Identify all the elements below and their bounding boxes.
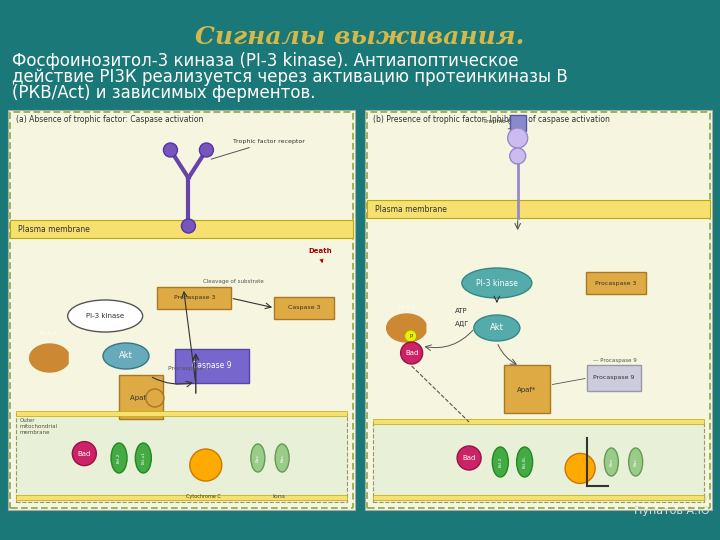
FancyBboxPatch shape bbox=[510, 115, 526, 131]
Text: Bad: Bad bbox=[405, 350, 418, 356]
Text: Lodish at al., Molecular Cell Biology: Lodish at al., Molecular Cell Biology bbox=[512, 492, 710, 502]
Bar bbox=[10, 220, 353, 238]
Text: Пупатов А.Ю: Пупатов А.Ю bbox=[634, 506, 710, 516]
Text: PI-3 kinase: PI-3 kinase bbox=[476, 279, 518, 287]
Text: Bad: Bad bbox=[78, 450, 91, 457]
Circle shape bbox=[72, 442, 96, 465]
Circle shape bbox=[508, 128, 528, 148]
Text: Caspase 9: Caspase 9 bbox=[192, 361, 232, 370]
Text: Фосфоинозитол-3 киназа (PI-3 kinase). Антиапоптическое: Фосфоинозитол-3 киназа (PI-3 kinase). Ан… bbox=[12, 52, 518, 70]
Text: — Procaspase 9: — Procaspase 9 bbox=[593, 358, 636, 363]
Ellipse shape bbox=[629, 448, 643, 476]
Polygon shape bbox=[30, 344, 68, 372]
Ellipse shape bbox=[517, 447, 533, 477]
Text: Ions: Ions bbox=[272, 494, 285, 499]
Text: Bax: Bax bbox=[280, 454, 284, 462]
FancyBboxPatch shape bbox=[158, 287, 231, 309]
Bar bbox=[373, 419, 704, 424]
Text: Cytochrome C: Cytochrome C bbox=[186, 494, 221, 499]
Text: Death: Death bbox=[308, 248, 332, 262]
Ellipse shape bbox=[474, 315, 520, 341]
Text: Apaf 1: Apaf 1 bbox=[130, 395, 152, 401]
Bar bbox=[16, 411, 347, 416]
Bar bbox=[16, 414, 347, 502]
Text: Trophic factor: Trophic factor bbox=[482, 119, 526, 124]
Text: Procaspase 3: Procaspase 3 bbox=[595, 280, 636, 286]
Ellipse shape bbox=[135, 443, 151, 473]
Text: (РКВ/Act) и зависимых ферментов.: (РКВ/Act) и зависимых ферментов. bbox=[12, 84, 315, 102]
Text: Cleavage of substrate: Cleavage of substrate bbox=[203, 279, 264, 284]
Bar bbox=[8, 110, 355, 510]
Ellipse shape bbox=[604, 448, 618, 476]
Text: Bcl-2: Bcl-2 bbox=[498, 457, 503, 467]
Text: Plasma membrane: Plasma membrane bbox=[18, 225, 90, 233]
FancyBboxPatch shape bbox=[175, 349, 249, 383]
Text: 14-3-3: 14-3-3 bbox=[397, 305, 415, 310]
Text: (a) Absence of trophic factor: Caspase activation: (a) Absence of trophic factor: Caspase a… bbox=[16, 115, 203, 124]
Text: Bcl-2: Bcl-2 bbox=[117, 453, 121, 463]
Text: Akt: Akt bbox=[119, 352, 133, 361]
Text: Bcl-XL: Bcl-XL bbox=[523, 456, 526, 468]
FancyBboxPatch shape bbox=[587, 365, 641, 391]
Circle shape bbox=[190, 449, 222, 481]
Circle shape bbox=[457, 446, 481, 470]
Text: Plasma membrane: Plasma membrane bbox=[375, 205, 447, 213]
Circle shape bbox=[199, 143, 213, 157]
Text: (b) Presence of trophic factor: Inhibition of caspase activation: (b) Presence of trophic factor: Inhibiti… bbox=[373, 115, 610, 124]
Ellipse shape bbox=[275, 444, 289, 472]
Text: Akt: Akt bbox=[490, 323, 504, 333]
FancyBboxPatch shape bbox=[119, 375, 163, 419]
Circle shape bbox=[181, 219, 195, 233]
Ellipse shape bbox=[492, 447, 508, 477]
Text: Apaf*: Apaf* bbox=[517, 387, 536, 393]
Text: ATP: ATP bbox=[455, 308, 468, 314]
Text: Procaspase 9: Procaspase 9 bbox=[593, 375, 634, 381]
Text: Bax: Bax bbox=[634, 458, 638, 466]
Bar bbox=[367, 200, 710, 218]
Text: PI-3 kinase: PI-3 kinase bbox=[86, 313, 125, 319]
Ellipse shape bbox=[68, 300, 143, 332]
Ellipse shape bbox=[251, 444, 265, 472]
Text: 14-3-3: 14-3-3 bbox=[39, 331, 57, 336]
Text: Bcl-x1: Bcl-x1 bbox=[141, 451, 145, 464]
Circle shape bbox=[565, 454, 595, 483]
FancyBboxPatch shape bbox=[503, 365, 549, 413]
Ellipse shape bbox=[103, 343, 149, 369]
Bar bbox=[16, 495, 347, 500]
Text: действие PI3К реализуется через активацию протеинкиназы В: действие PI3К реализуется через активаци… bbox=[12, 68, 568, 86]
Circle shape bbox=[400, 342, 423, 364]
Bar bbox=[373, 422, 704, 502]
Circle shape bbox=[510, 148, 526, 164]
Text: Bad: Bad bbox=[462, 455, 476, 461]
Text: Trophic factor receptor: Trophic factor receptor bbox=[211, 139, 305, 159]
Text: Procaspase 3: Procaspase 3 bbox=[174, 295, 215, 300]
Text: Caspase 3: Caspase 3 bbox=[288, 306, 320, 310]
Ellipse shape bbox=[111, 443, 127, 473]
Text: АДГ: АДГ bbox=[455, 321, 469, 327]
Circle shape bbox=[146, 389, 164, 407]
Ellipse shape bbox=[462, 268, 532, 298]
Polygon shape bbox=[387, 314, 426, 342]
Text: Procaspase 9: Procaspase 9 bbox=[168, 366, 210, 371]
FancyBboxPatch shape bbox=[274, 297, 334, 319]
Bar bbox=[365, 110, 712, 510]
Circle shape bbox=[405, 330, 417, 342]
FancyBboxPatch shape bbox=[586, 272, 646, 294]
Circle shape bbox=[163, 143, 177, 157]
Bar bbox=[373, 495, 704, 500]
Text: P: P bbox=[409, 334, 413, 339]
Text: Bax: Bax bbox=[256, 454, 260, 462]
Text: Сигналы выживания.: Сигналы выживания. bbox=[195, 25, 525, 49]
Text: Bim: Bim bbox=[609, 458, 613, 466]
Text: Outer
mitochondrial
membrane: Outer mitochondrial membrane bbox=[20, 418, 58, 435]
